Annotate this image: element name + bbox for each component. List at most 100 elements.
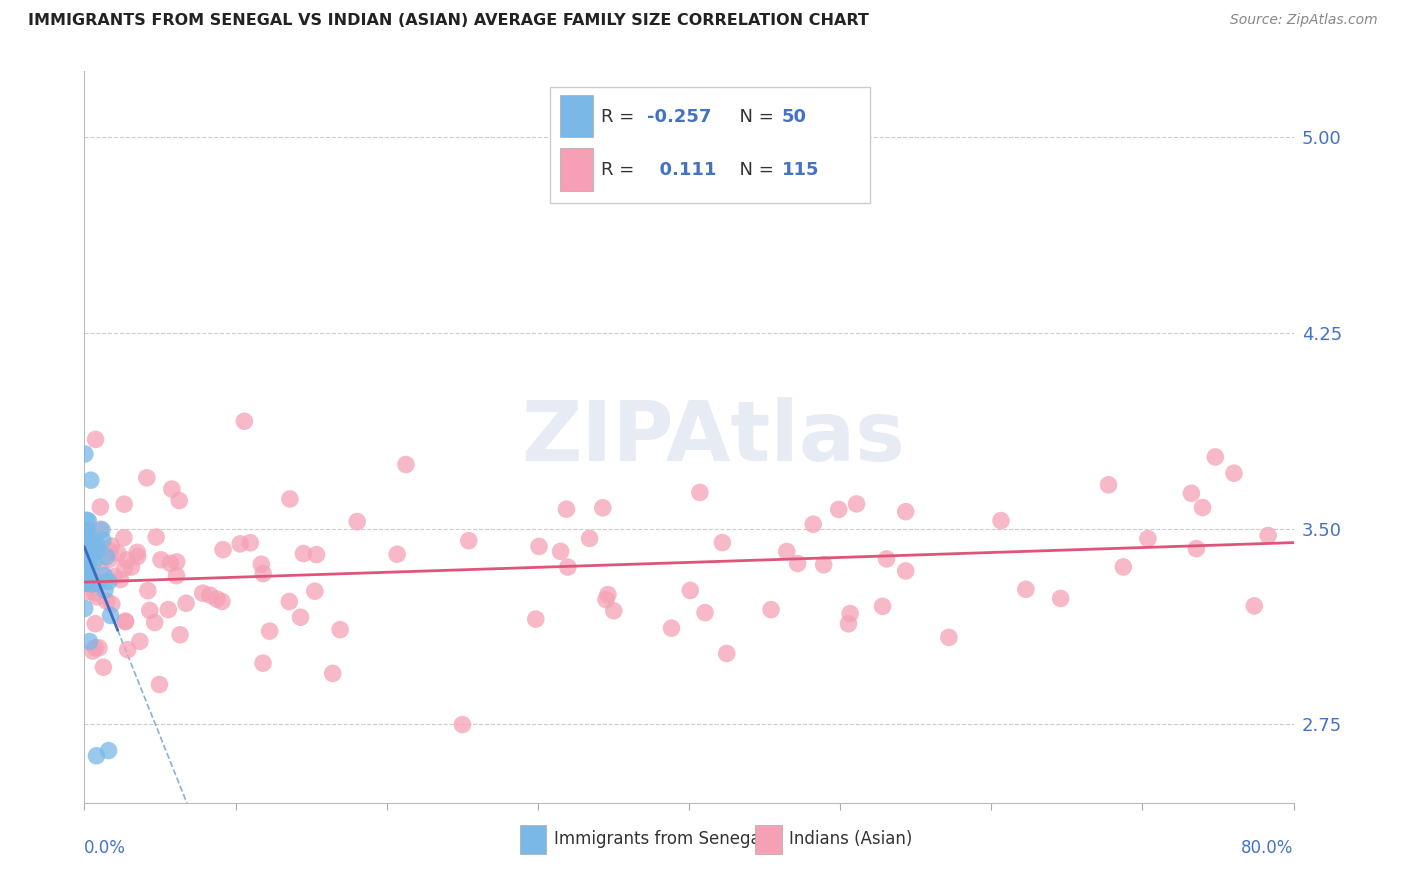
Point (76, 539, 98, 553)
Point (457, 533, 479, 548)
Text: Source: ZipAtlas.com: Source: ZipAtlas.com (1230, 13, 1378, 28)
Point (827, 502, 849, 516)
Point (1049, 591, 1071, 606)
Point (212, 542, 235, 557)
Point (801, 517, 824, 532)
Point (90, 522, 112, 536)
Point (160, 482, 183, 496)
Point (80, 549, 103, 563)
Point (86, 537, 108, 551)
Point (79, 572, 101, 586)
Point (603, 604, 626, 618)
FancyBboxPatch shape (755, 825, 782, 854)
Point (80, 534, 103, 549)
Point (84, 538, 107, 552)
Point (117, 642, 139, 657)
Point (127, 549, 149, 564)
Point (395, 458, 418, 472)
Point (110, 573, 132, 587)
Point (169, 628, 191, 642)
Point (813, 558, 835, 572)
Point (250, 558, 273, 572)
Text: Indians (Asian): Indians (Asian) (789, 830, 912, 848)
Point (112, 531, 135, 545)
Point (100, 539, 122, 553)
Text: ZIPAtlas: ZIPAtlas (522, 397, 905, 477)
Point (96, 594, 118, 608)
Point (80, 577, 103, 591)
Point (76, 534, 98, 549)
Point (97, 743, 120, 757)
Text: R =: R = (600, 109, 640, 127)
Point (166, 568, 188, 582)
Point (89, 500, 111, 514)
Point (75, 527, 97, 541)
Point (872, 599, 894, 614)
Point (716, 647, 738, 661)
Point (278, 491, 301, 506)
Point (77, 565, 100, 579)
Point (76, 584, 98, 599)
Point (1136, 532, 1159, 546)
Text: Immigrants from Senegal: Immigrants from Senegal (554, 830, 765, 848)
Point (894, 505, 917, 519)
Point (550, 544, 572, 558)
Point (290, 610, 312, 624)
Point (759, 602, 782, 616)
Point (93, 660, 115, 674)
Text: -0.257: -0.257 (647, 109, 711, 127)
Point (83, 544, 105, 558)
Point (1243, 599, 1265, 613)
Point (679, 583, 702, 598)
Point (239, 535, 262, 549)
Point (159, 557, 181, 571)
Point (252, 656, 274, 670)
Point (555, 502, 578, 516)
Point (83, 556, 105, 570)
Point (79, 546, 101, 560)
Point (79, 634, 101, 648)
Point (76, 513, 98, 527)
Point (776, 544, 799, 558)
Point (157, 602, 180, 616)
Point (198, 588, 221, 602)
Point (229, 537, 252, 551)
Point (73, 529, 96, 543)
Text: N =: N = (728, 109, 779, 127)
Point (91, 533, 114, 548)
Point (79, 536, 101, 550)
Point (894, 564, 917, 578)
Point (77, 571, 100, 585)
Point (876, 552, 898, 566)
Point (84, 640, 107, 655)
FancyBboxPatch shape (550, 87, 870, 203)
Point (148, 677, 170, 691)
Point (524, 612, 547, 626)
Point (73, 576, 96, 591)
Point (75, 541, 97, 555)
Point (136, 583, 159, 598)
Point (79, 541, 101, 556)
Point (98, 552, 121, 566)
Point (90, 563, 112, 577)
Point (115, 553, 138, 567)
Point (103, 569, 125, 583)
Point (75, 540, 97, 554)
Point (1112, 560, 1135, 574)
Point (292, 547, 315, 561)
Point (112, 497, 135, 511)
Point (1185, 541, 1208, 556)
Point (107, 546, 129, 560)
Point (211, 594, 233, 608)
Point (1204, 450, 1226, 464)
Point (1015, 582, 1038, 597)
Point (114, 615, 136, 629)
Point (80, 473, 103, 487)
FancyBboxPatch shape (520, 825, 547, 854)
Point (711, 535, 734, 549)
Point (1097, 478, 1119, 492)
Point (77, 556, 100, 570)
Point (73, 526, 96, 541)
Point (451, 717, 474, 731)
Point (135, 471, 157, 485)
